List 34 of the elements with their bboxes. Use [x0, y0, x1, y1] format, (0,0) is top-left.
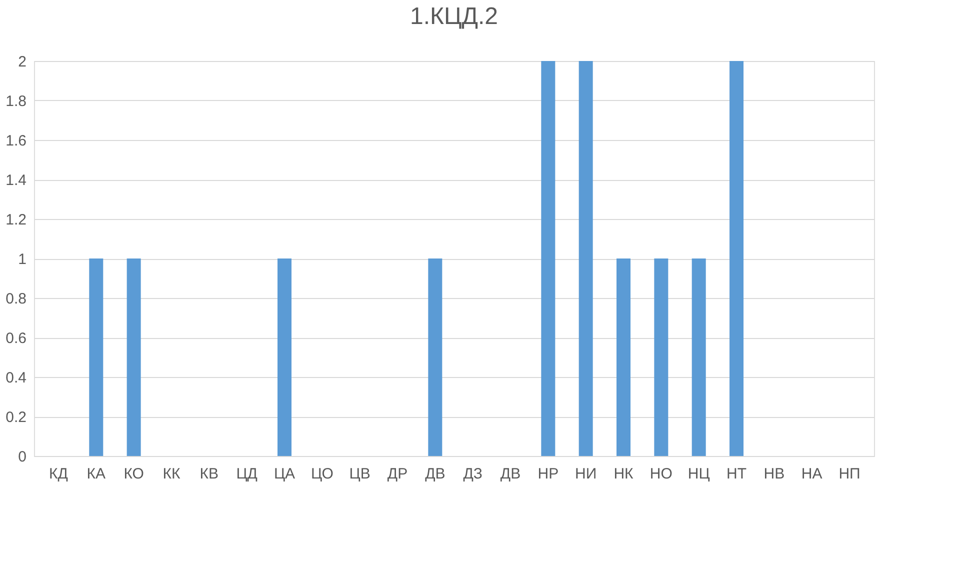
y-tick-label: 2 [18, 54, 26, 70]
y-tick-label: 1.6 [6, 132, 26, 150]
y-tick-label: 0.8 [6, 290, 26, 308]
x-tick-label: НК [614, 466, 634, 482]
x-tick-label: ДВ [425, 466, 446, 482]
x-tick-label: КВ [200, 466, 219, 482]
x-tick-label: ДВ [500, 466, 521, 482]
x-tick-label: НА [801, 466, 822, 482]
x-tick-label: НВ [764, 466, 785, 482]
x-tick-label: КО [124, 466, 144, 482]
x-tick-label: КА [86, 466, 106, 482]
x-tick-label: ЦО [310, 466, 334, 482]
x-tick-label: НП [838, 466, 860, 482]
x-tick-label: ДЗ [463, 466, 482, 482]
y-tick-label: 1.8 [6, 93, 26, 110]
x-tick-label: ЦА [274, 466, 296, 482]
x-tick-label: КК [162, 466, 180, 482]
x-tick-label: НИ [575, 466, 597, 482]
x-tick-label: НР [538, 466, 559, 482]
y-tick-label: 0.2 [6, 409, 26, 426]
x-tick-label: ЦД [236, 466, 258, 482]
x-tick-label: НЦ [688, 466, 710, 482]
y-tick-label: 0.4 [6, 370, 26, 386]
x-tick-label: КД [49, 466, 68, 482]
y-tick-label: 1.2 [6, 212, 26, 228]
y-tick-label: 0.6 [6, 330, 26, 347]
y-tick-label: 1 [18, 251, 26, 268]
x-tick-label: ЦВ [349, 466, 370, 482]
y-tick-label: 1.4 [6, 172, 26, 189]
x-tick-label: ДР [387, 466, 408, 482]
x-tick-label: НТ [726, 466, 747, 482]
x-tick-label: НО [650, 466, 672, 482]
chart-title: 1.КЦД.2 [410, 3, 498, 30]
y-tick-label: 0 [18, 448, 26, 466]
